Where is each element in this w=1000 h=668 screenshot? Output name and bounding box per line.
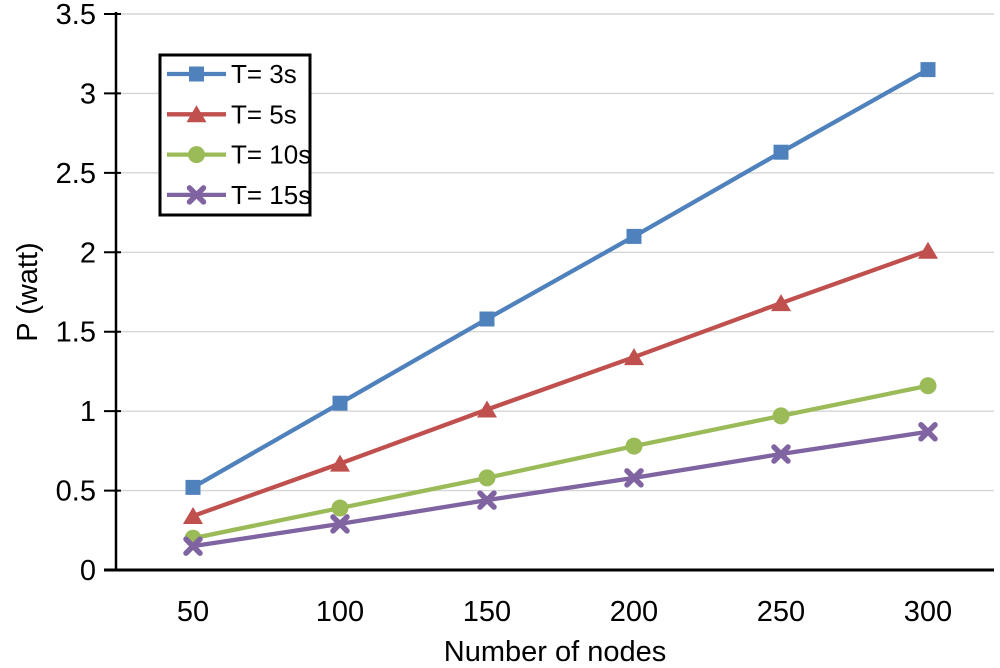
data-series <box>183 62 938 556</box>
series-T=10s <box>184 377 937 547</box>
legend-label: T= 5s <box>231 99 297 129</box>
legend: T= 3s T= 5s T= 10s T= 15s <box>158 53 312 217</box>
y-axis-title: P (watt) <box>12 242 44 341</box>
y-tick-label: 0 <box>80 555 96 587</box>
y-tick-label: 1 <box>80 396 96 428</box>
legend-entry: T= 3s <box>167 59 297 89</box>
y-tick-label: 3.5 <box>56 0 96 31</box>
x-axis-title: Number of nodes <box>444 636 666 668</box>
x-tick-labels: 50 100 150 200 250 300 <box>177 596 952 628</box>
x-tick-label: 300 <box>904 596 952 628</box>
y-tick-label: 2.5 <box>56 158 96 190</box>
y-tick-label: 1.5 <box>56 317 96 349</box>
axes <box>104 12 994 572</box>
x-tick-label: 250 <box>757 596 805 628</box>
y-axis-ticks <box>104 13 121 571</box>
legend-entry: T= 15s <box>167 180 311 210</box>
y-tick-label: 3 <box>80 78 96 110</box>
x-tick-label: 100 <box>316 596 364 628</box>
legend-label: T= 3s <box>231 59 297 89</box>
series-T=15s <box>183 422 938 556</box>
legend-label: T= 15s <box>231 180 311 210</box>
series-T=3s <box>185 62 936 495</box>
y-tick-labels: 0 0.5 1 1.5 2 2.5 3 3.5 <box>56 0 96 587</box>
series-T=5s <box>183 241 938 524</box>
legend-entry: T= 10s <box>167 140 311 170</box>
x-tick-label: 200 <box>610 596 658 628</box>
x-tick-label: 150 <box>463 596 511 628</box>
x-tick-label: 50 <box>177 596 209 628</box>
legend-entry: T= 5s <box>167 99 297 129</box>
y-tick-label: 2 <box>80 237 96 269</box>
y-tick-label: 0.5 <box>56 476 96 508</box>
legend-label: T= 10s <box>231 140 311 170</box>
